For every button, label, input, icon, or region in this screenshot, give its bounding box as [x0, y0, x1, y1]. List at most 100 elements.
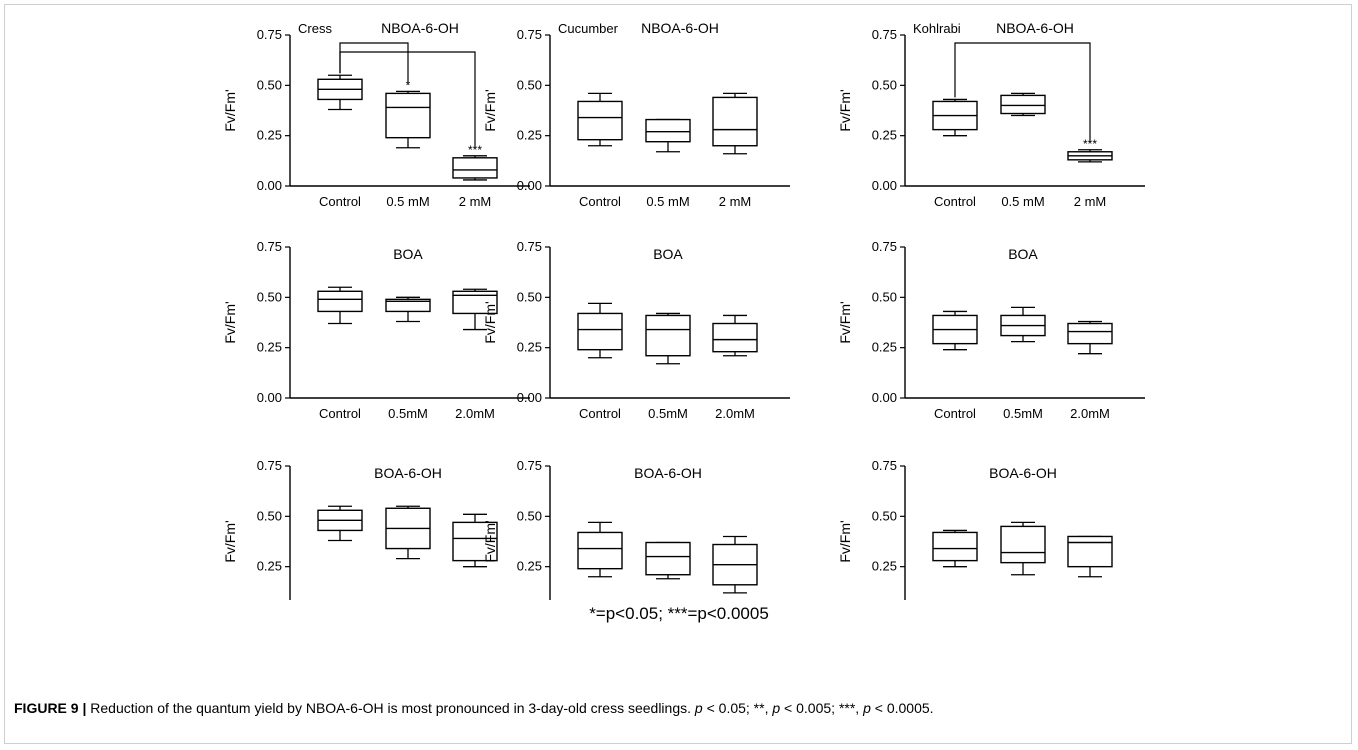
box-iqr — [452, 290, 498, 315]
chart-panel-1: 0.00 0.25 0.50 0.75 Fv/Fm' Cress NBOA-6-OH Cont… — [222, 20, 530, 209]
figure-frame — [4, 4, 1352, 744]
y-axis-label: Fv/Fm' — [837, 520, 853, 562]
y-tick-label: 0.75 — [872, 239, 897, 254]
y-axis-label: Fv/Fm' — [222, 520, 238, 562]
x-tick-label: 2 mM — [459, 194, 492, 209]
chart-panel-6: 0.00 0.25 0.50 0.75 Fv/Fm' BOA Control 0.5mM 2.0… — [837, 239, 1145, 421]
box-iqr — [577, 312, 623, 351]
x-tick-label: 0.5 mM — [646, 194, 689, 209]
caption-threshold-3: < 0.0005. — [870, 700, 934, 716]
box-iqr — [385, 92, 431, 139]
y-tick-label: 0.75 — [517, 458, 542, 473]
box-iqr — [645, 541, 691, 576]
y-axis-label: Fv/Fm' — [837, 89, 853, 131]
y-tick-label: 0.25 — [257, 559, 282, 574]
caption-p-symbol: p — [772, 700, 781, 716]
box-iqr — [645, 118, 691, 143]
caption-text: Reduction of the quantum yield by NBOA-6… — [90, 700, 692, 716]
x-tick-label: 2.0mM — [455, 406, 495, 421]
y-tick-label: 0.50 — [257, 508, 282, 523]
significance-marker: * — [406, 78, 411, 92]
y-tick-label: 0.25 — [517, 340, 542, 355]
y-tick-label: 0.75 — [872, 27, 897, 42]
box-iqr — [577, 531, 623, 570]
x-tick-label: 2 mM — [1074, 194, 1107, 209]
chart-panel-8: 0.000.250.500.75Fv/Fm'BOA-6-OHControl0.5… — [482, 458, 758, 600]
box-plot-grid: 0.00 0.25 0.50 0.75 Fv/Fm' Cress NBOA-6-OH Cont… — [222, 20, 1145, 600]
box-iqr — [385, 298, 431, 313]
significance-marker: *** — [1083, 137, 1097, 151]
x-tick-label: 0.5mM — [1003, 406, 1043, 421]
y-tick-label: 0.00 — [872, 178, 897, 193]
x-tick-label: Control — [319, 406, 361, 421]
caption-label: FIGURE 9 | — [14, 700, 87, 716]
y-tick-label: 0.75 — [257, 239, 282, 254]
x-tick-label: 0.5 mM — [1001, 194, 1044, 209]
y-tick-label: 0.00 — [257, 390, 282, 405]
significance-marker: *** — [468, 143, 482, 157]
box-iqr — [712, 322, 758, 353]
x-tick-label: Control — [319, 194, 361, 209]
chart-panel-2: 0.00 0.25 0.50 0.75 Fv/Fm' Cucumber NBOA-6-OH C… — [482, 20, 790, 209]
y-tick-label: 0.75 — [517, 27, 542, 42]
y-tick-label: 0.75 — [257, 458, 282, 473]
y-tick-label: 0.25 — [257, 128, 282, 143]
panel-title: BOA-6-OH — [634, 465, 702, 481]
x-tick-label: 2.0mM — [1070, 406, 1110, 421]
box-iqr — [712, 96, 758, 147]
y-tick-label: 0.50 — [872, 508, 897, 523]
chart-panel-3: 0.00 0.25 0.50 0.75 Fv/Fm' Kohlrabi NBOA-6-OH C… — [837, 20, 1145, 209]
y-tick-label: 0.00 — [517, 178, 542, 193]
caption-threshold-2: < 0.005; ***, — [780, 700, 864, 716]
chart-panel-5: 0.00 0.25 0.50 0.75 Fv/Fm' BOA Control 0.5mM 2.0… — [482, 239, 790, 421]
panel-title: NBOA-6-OH — [996, 20, 1074, 36]
y-tick-label: 0.75 — [257, 27, 282, 42]
panel-title: BOA-6-OH — [989, 465, 1057, 481]
box-iqr — [1000, 525, 1046, 564]
y-tick-label: 0.25 — [517, 128, 542, 143]
chart-panel-4: 0.00 0.25 0.50 0.75 Fv/Fm' BOA Control 0.5mM 2.0… — [222, 239, 530, 421]
significance-footnote: *=p<0.05; ***=p<0.0005 — [589, 604, 769, 623]
panel-title: BOA — [393, 246, 423, 262]
y-tick-label: 0.50 — [517, 508, 542, 523]
y-tick-label: 0.00 — [257, 178, 282, 193]
caption-threshold-1: < 0.05; **, — [702, 700, 773, 716]
x-tick-label: 2.0mM — [715, 406, 755, 421]
box-iqr — [452, 157, 498, 179]
y-axis-label: Fv/Fm' — [222, 301, 238, 343]
x-tick-label: Control — [579, 194, 621, 209]
caption-p-symbol: p — [863, 700, 871, 716]
y-tick-label: 0.25 — [872, 128, 897, 143]
y-axis-label: Fv/Fm' — [222, 89, 238, 131]
box-iqr — [1000, 94, 1046, 115]
species-label: Cress — [298, 21, 332, 36]
x-tick-label: Control — [934, 406, 976, 421]
y-axis-label: Fv/Fm' — [482, 89, 498, 131]
y-tick-label: 0.75 — [517, 239, 542, 254]
chart-panel-7: 0.000.250.500.75Fv/Fm'BOA-6-OHControl0.5… — [222, 458, 498, 600]
box-iqr — [1067, 322, 1113, 345]
chart-panel-9: 0.000.250.500.75Fv/Fm'BOA-6-OHControl0.5… — [837, 458, 1113, 600]
x-tick-label: Control — [579, 406, 621, 421]
species-label: Cucumber — [558, 21, 619, 36]
y-tick-label: 0.25 — [517, 559, 542, 574]
y-axis-label: Fv/Fm' — [482, 520, 498, 562]
y-tick-label: 0.75 — [872, 458, 897, 473]
y-axis-label: Fv/Fm' — [837, 301, 853, 343]
x-tick-label: Control — [934, 194, 976, 209]
figure-caption: FIGURE 9 | Reduction of the quantum yiel… — [14, 700, 934, 716]
species-label: Kohlrabi — [913, 21, 961, 36]
significance-bracket — [339, 42, 409, 84]
panel-title: NBOA-6-OH — [641, 20, 719, 36]
y-tick-label: 0.00 — [517, 390, 542, 405]
significance-bracket — [339, 51, 476, 148]
y-tick-label: 0.50 — [872, 77, 897, 92]
caption-p-symbol: p — [694, 700, 703, 716]
x-tick-label: 2 mM — [719, 194, 752, 209]
box-iqr — [1067, 535, 1113, 568]
box-iqr — [645, 314, 691, 357]
panel-title: BOA — [1008, 246, 1038, 262]
panel-title: NBOA-6-OH — [381, 20, 459, 36]
y-tick-label: 0.25 — [872, 559, 897, 574]
box-iqr — [577, 100, 623, 141]
